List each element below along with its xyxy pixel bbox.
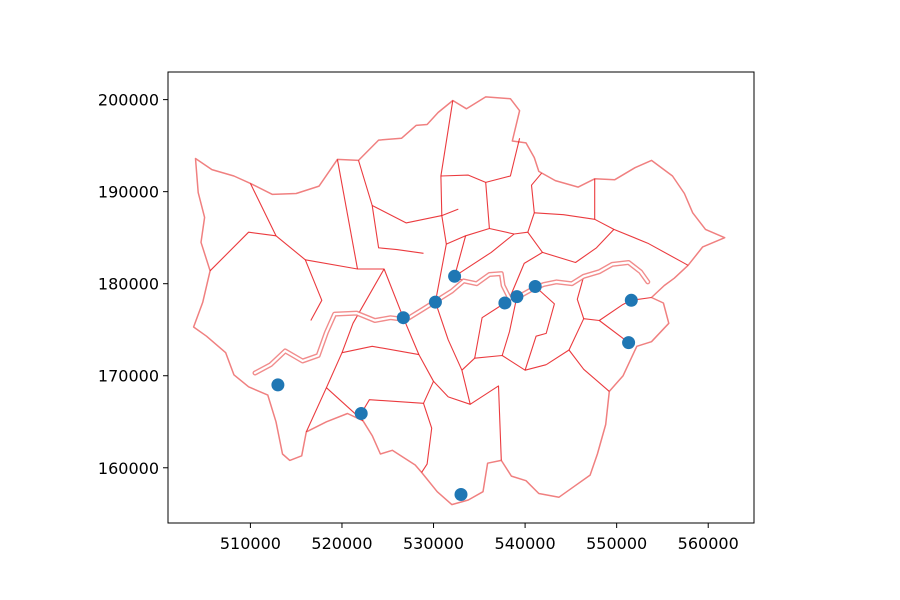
borough-boundary-line xyxy=(489,172,543,235)
borough-boundary-line xyxy=(501,296,518,356)
axes-frame xyxy=(167,71,755,524)
borough-boundary-line xyxy=(576,276,585,319)
scatter-point xyxy=(510,290,524,304)
borough-boundary-line xyxy=(594,218,689,266)
scatter-point xyxy=(354,407,368,420)
borough-boundary-line xyxy=(446,182,490,245)
scatter-point xyxy=(396,311,410,325)
borough-boundary-line xyxy=(454,233,515,277)
x-axis: 510000 520000 530000 540000 550000 560000 xyxy=(220,523,739,553)
borough-boundary-line xyxy=(434,301,471,405)
london-outer-boundary xyxy=(192,96,726,506)
x-tick-label: 530000 xyxy=(403,534,464,553)
scatter-point xyxy=(428,295,442,309)
scatter-point xyxy=(622,336,636,350)
borough-boundary-line xyxy=(357,160,424,254)
borough-boundary-line xyxy=(421,403,433,473)
y-tick-label: 170000 xyxy=(98,367,159,386)
borough-boundary-line xyxy=(434,100,454,303)
borough-boundary-line xyxy=(534,178,596,220)
borough-boundary-line xyxy=(542,229,615,264)
scatter-point xyxy=(271,378,285,392)
scatter-point xyxy=(624,293,638,307)
x-tick-label: 550000 xyxy=(586,534,647,553)
scatter-point xyxy=(528,280,542,293)
borough-boundary-line xyxy=(305,259,404,318)
borough-boundary-line xyxy=(341,345,419,356)
y-axis: 160000 170000 180000 190000 200000 xyxy=(98,91,168,478)
borough-boundary-line xyxy=(402,317,449,398)
x-tick-label: 520000 xyxy=(311,534,372,553)
borough-boundaries-layer xyxy=(192,96,726,506)
borough-boundary-line xyxy=(568,318,629,351)
borough-boundary-line xyxy=(360,381,435,414)
y-tick-label: 190000 xyxy=(98,183,159,202)
scatter-point xyxy=(454,488,468,501)
x-tick-label: 510000 xyxy=(220,534,281,553)
borough-boundary-line xyxy=(209,231,277,272)
borough-boundary-line xyxy=(448,385,502,461)
borough-boundary-line xyxy=(371,205,459,224)
borough-boundary-line xyxy=(508,231,544,299)
y-tick-label: 160000 xyxy=(98,459,159,478)
river-thames-channel xyxy=(253,261,649,375)
scatter-point xyxy=(498,296,512,310)
x-tick-label: 540000 xyxy=(495,534,556,553)
borough-boundary-line xyxy=(545,349,610,392)
points-layer xyxy=(271,269,638,501)
y-tick-label: 180000 xyxy=(98,275,159,294)
borough-boundary-line xyxy=(336,159,359,270)
borough-boundary-line xyxy=(524,286,555,371)
scatter-point xyxy=(448,269,462,283)
borough-boundary-line xyxy=(474,302,506,359)
y-tick-label: 200000 xyxy=(98,91,159,110)
x-tick-label: 560000 xyxy=(678,534,739,553)
